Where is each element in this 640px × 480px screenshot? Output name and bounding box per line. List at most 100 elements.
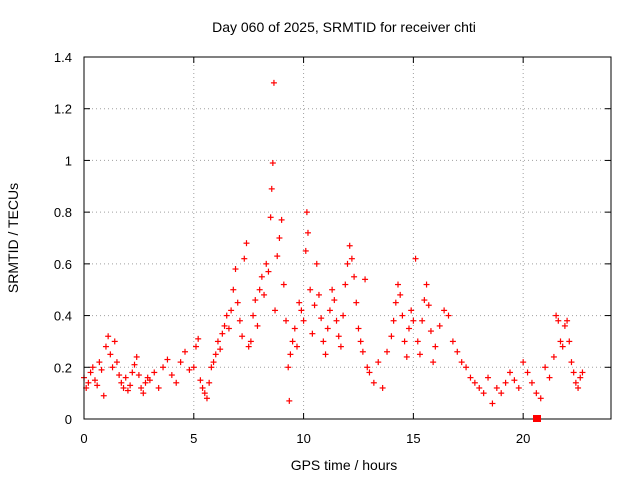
data-point xyxy=(293,343,300,350)
data-point xyxy=(320,338,327,345)
x-tick-label: 10 xyxy=(296,431,310,446)
data-point xyxy=(480,390,487,397)
data-point xyxy=(109,364,116,371)
data-point xyxy=(357,338,364,345)
data-point xyxy=(506,369,513,376)
y-axis-title: SRMTID / TECUs xyxy=(5,183,21,293)
data-point xyxy=(555,317,562,324)
data-point xyxy=(206,379,213,386)
data-point xyxy=(234,299,241,306)
data-point xyxy=(272,307,279,314)
data-point xyxy=(268,185,275,192)
data-point xyxy=(340,312,347,319)
data-point xyxy=(427,328,434,335)
data-point xyxy=(276,235,283,241)
data-point xyxy=(324,325,331,332)
data-point xyxy=(566,338,573,345)
data-point xyxy=(164,356,171,363)
y-tick-label: 1.2 xyxy=(54,102,72,117)
data-point xyxy=(322,351,329,358)
data-point xyxy=(173,379,180,386)
data-point xyxy=(557,338,564,345)
data-point xyxy=(568,359,575,366)
data-point xyxy=(250,312,257,319)
data-point xyxy=(140,390,147,397)
data-point xyxy=(302,247,309,254)
data-point xyxy=(392,299,399,306)
data-point xyxy=(351,273,358,280)
data-point xyxy=(493,384,500,391)
data-point xyxy=(412,255,419,262)
data-point xyxy=(520,359,527,366)
data-point xyxy=(303,209,310,216)
data-point xyxy=(419,317,426,324)
data-point xyxy=(223,312,230,319)
data-point xyxy=(236,317,243,324)
data-point xyxy=(94,382,101,389)
data-point xyxy=(414,338,421,345)
x-tick-label: 20 xyxy=(516,431,530,446)
data-point xyxy=(85,379,92,386)
data-point xyxy=(120,384,127,391)
data-point xyxy=(311,302,318,309)
data-point xyxy=(304,229,311,236)
data-point xyxy=(326,307,333,314)
data-point xyxy=(346,242,353,249)
data-point xyxy=(395,281,402,288)
data-point xyxy=(370,379,377,386)
data-point xyxy=(421,297,428,304)
data-point xyxy=(102,343,109,350)
data-point xyxy=(258,273,265,280)
data-point xyxy=(280,281,287,288)
data-point xyxy=(561,322,568,329)
data-point xyxy=(362,276,369,283)
data-point xyxy=(135,372,142,379)
data-point xyxy=(390,317,397,324)
data-point xyxy=(511,377,518,384)
data-point xyxy=(283,317,290,324)
data-point xyxy=(515,384,522,391)
data-point xyxy=(337,343,344,350)
data-point xyxy=(405,325,412,332)
y-axis-ticks: 0 0.2 0.4 0.6 0.8 1 1.2 1.4 xyxy=(54,50,611,427)
data-point xyxy=(168,372,175,379)
data-point xyxy=(285,364,292,371)
data-point xyxy=(124,387,131,394)
y-tick-label: 0.8 xyxy=(54,205,72,220)
data-point xyxy=(344,260,351,267)
data-point xyxy=(239,333,246,340)
data-point xyxy=(96,359,103,366)
data-point xyxy=(403,353,410,360)
data-point xyxy=(131,361,138,368)
data-point xyxy=(212,351,219,358)
data-point xyxy=(98,366,105,373)
data-point xyxy=(408,307,415,314)
y-tick-label: 0.6 xyxy=(54,257,72,272)
data-point xyxy=(559,343,566,350)
data-point xyxy=(225,325,232,332)
data-point xyxy=(182,348,189,355)
data-point xyxy=(533,390,540,397)
data-point xyxy=(399,312,406,319)
data-point xyxy=(214,338,221,345)
data-point xyxy=(528,379,535,386)
data-point xyxy=(458,359,465,366)
data-point xyxy=(210,359,217,366)
data-point xyxy=(564,317,571,324)
y-tick-label: 1.4 xyxy=(54,50,72,65)
legend-marker xyxy=(533,415,541,422)
y-tick-label: 0.2 xyxy=(54,360,72,375)
data-point xyxy=(91,377,98,384)
data-point xyxy=(230,286,237,293)
data-point xyxy=(146,377,153,384)
x-tick-label: 15 xyxy=(406,431,420,446)
data-point xyxy=(436,322,443,329)
data-point xyxy=(355,325,362,332)
data-point xyxy=(577,374,584,381)
data-point xyxy=(463,364,470,371)
data-point xyxy=(542,364,549,371)
data-point xyxy=(485,374,492,381)
data-point xyxy=(575,384,582,391)
data-point xyxy=(432,343,439,350)
data-point xyxy=(296,299,303,306)
